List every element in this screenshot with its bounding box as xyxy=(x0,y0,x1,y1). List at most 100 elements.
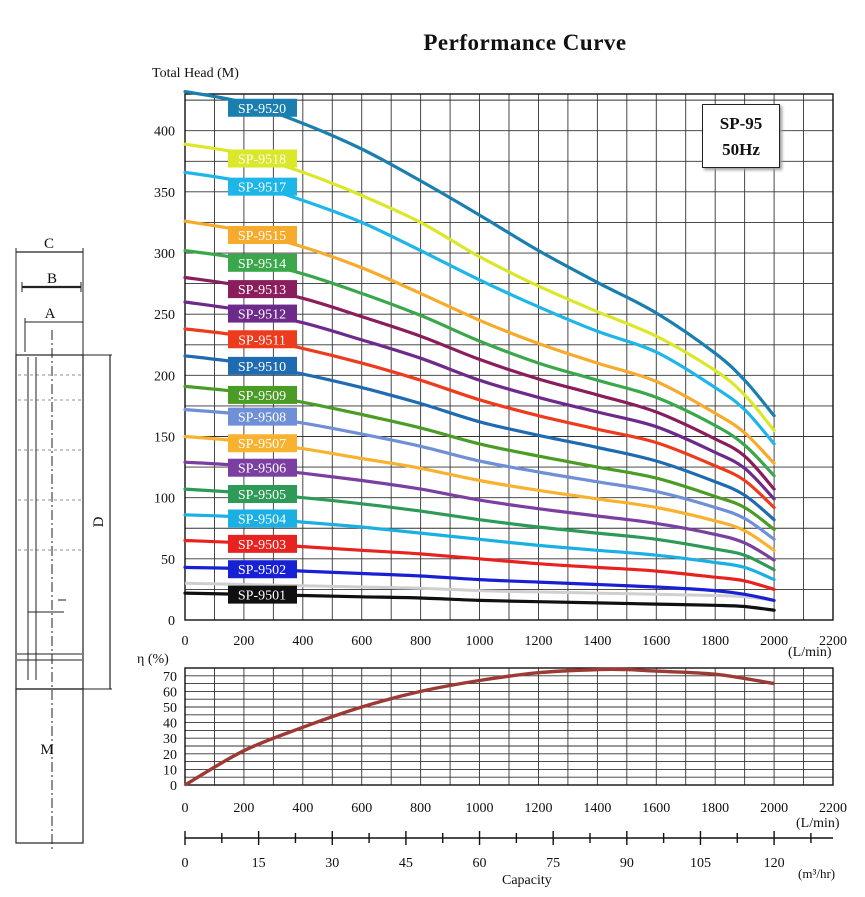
capacity-tick-label: 30 xyxy=(325,856,339,871)
series-label-bg xyxy=(228,458,297,477)
series-label-text: SP-9504 xyxy=(238,512,286,527)
y-tick-label: 300 xyxy=(154,247,175,262)
series-label-bg xyxy=(228,98,297,117)
y-tick-label: 350 xyxy=(154,186,175,201)
dimension-label-d: D xyxy=(91,516,107,527)
y-axis-label: Total Head (M) xyxy=(152,66,239,81)
model-badge: SP-95 50Hz xyxy=(702,104,780,168)
frequency-label: 50Hz xyxy=(722,140,760,159)
series-label-text: SP-9510 xyxy=(238,360,286,375)
capacity-label: Capacity xyxy=(502,873,552,888)
series-label-text: SP-9511 xyxy=(238,333,286,348)
eff-x-tick-label: 600 xyxy=(351,801,372,816)
dimension-label-c: C xyxy=(44,236,54,252)
eff-y-tick-label: 70 xyxy=(163,670,177,685)
series-curve-SP-9515 xyxy=(183,219,776,465)
eff-x-tick-label: 2200 xyxy=(819,801,847,816)
eff-plot-frame xyxy=(184,667,834,786)
series-curve-SP-9517 xyxy=(183,170,776,446)
series-label-text: SP-9501 xyxy=(238,589,286,604)
series-label-SP-9509: SP-9509 xyxy=(228,385,297,404)
capacity-tick-label: 15 xyxy=(252,856,266,871)
series-curve-SP-9502 xyxy=(183,565,776,602)
eff-x-tick-label: 200 xyxy=(233,801,254,816)
series-label-text: SP-9515 xyxy=(238,229,286,244)
series-label-text: SP-9518 xyxy=(238,153,286,168)
series-curve-SP-9511 xyxy=(183,327,776,510)
series-label-text: SP-9507 xyxy=(238,437,286,452)
x-tick-label: 1400 xyxy=(583,634,611,649)
series-label-text: SP-9502 xyxy=(238,563,286,578)
capacity-tick-label: 90 xyxy=(620,856,634,871)
series-label-bg xyxy=(228,585,297,604)
y-tick-label: 250 xyxy=(154,308,175,323)
series-label-SP-9508: SP-9508 xyxy=(228,407,297,426)
series-label-bg xyxy=(228,356,297,375)
series-curve-SP-9504 xyxy=(183,513,776,582)
series-label-SP-9517: SP-9517 xyxy=(228,177,297,196)
series-label-text: SP-9503 xyxy=(238,538,286,553)
series-curve-SP-9501 xyxy=(183,591,776,612)
series-label-SP-9507: SP-9507 xyxy=(228,434,297,453)
series-label-SP-9512: SP-9512 xyxy=(228,304,297,323)
eff-x-tick-label: 1000 xyxy=(466,801,494,816)
eff-x-tick-label: 0 xyxy=(182,801,189,816)
series-label-bg xyxy=(228,509,297,528)
eff-y-tick-label: 20 xyxy=(163,748,177,763)
series-label-text: SP-9517 xyxy=(238,181,286,196)
x-tick-label: 600 xyxy=(351,634,372,649)
x-tick-label: 400 xyxy=(292,634,313,649)
series-label-bg xyxy=(228,225,297,244)
series-curve-SP-9506 xyxy=(183,460,776,562)
eff-x-tick-label: 1800 xyxy=(701,801,729,816)
series-curve-SP-9503 xyxy=(183,538,776,591)
eff-x-tick-label: 2000 xyxy=(760,801,788,816)
capacity-tick-label: 45 xyxy=(399,856,413,871)
series-label-bg xyxy=(228,304,297,323)
series-label-text: SP-9506 xyxy=(238,462,286,477)
eff-y-tick-label: 60 xyxy=(163,685,177,700)
series-curve-SP-9510 xyxy=(183,354,776,522)
eff-y-tick-label: 0 xyxy=(170,779,177,794)
eff-y-tick-label: 30 xyxy=(163,732,177,747)
y-tick-label: 200 xyxy=(154,369,175,384)
eff-x-tick-label: 1600 xyxy=(642,801,670,816)
y-tick-label: 50 xyxy=(161,553,175,568)
series-label-text: SP-9508 xyxy=(238,411,286,426)
series-label-bg xyxy=(228,149,297,168)
series-label-text: SP-9512 xyxy=(238,308,286,323)
x-tick-label: 1800 xyxy=(701,634,729,649)
x-tick-label: 2200 xyxy=(819,634,847,649)
motor-body-outline xyxy=(15,688,84,844)
flow-unit-label: (L/min) xyxy=(788,645,832,660)
eff-x-tick-label: 1200 xyxy=(524,801,552,816)
y-tick-label: 150 xyxy=(154,431,175,446)
capacity-tick-label: 0 xyxy=(182,856,189,871)
capacity-tick-label: 75 xyxy=(546,856,560,871)
eff-x-tick-label: 1400 xyxy=(583,801,611,816)
series-curve-SP-9518 xyxy=(183,142,776,432)
series-label-SP-9506: SP-9506 xyxy=(228,458,297,477)
y-tick-label: 400 xyxy=(154,125,175,140)
x-tick-label: 1600 xyxy=(642,634,670,649)
series-label-text: SP-9505 xyxy=(238,488,286,503)
series-curve-SP-9508 xyxy=(183,408,776,541)
series-label-SP-9503: SP-9503 xyxy=(228,534,297,553)
curve-shadow xyxy=(184,581,775,602)
series-curve-SP-9505 xyxy=(183,487,776,572)
series-label-bg xyxy=(228,280,297,299)
capacity-tick-label: 105 xyxy=(690,856,711,871)
series-label-SP-9502: SP-9502 xyxy=(228,560,297,579)
series-curve-SP-9520 xyxy=(183,90,776,418)
series-label-SP-9510: SP-9510 xyxy=(228,356,297,375)
x-tick-label: 800 xyxy=(410,634,431,649)
x-tick-label: 1200 xyxy=(524,634,552,649)
series-label-SP-9501: SP-9501 xyxy=(228,585,297,604)
y-tick-label: 100 xyxy=(154,492,175,507)
x-tick-label: 2000 xyxy=(760,634,788,649)
series-curve-SP-9512 xyxy=(183,300,776,501)
series-label-text: SP-9513 xyxy=(238,283,286,298)
series-label-bg xyxy=(228,330,297,349)
eff-x-tick-label: 400 xyxy=(292,801,313,816)
